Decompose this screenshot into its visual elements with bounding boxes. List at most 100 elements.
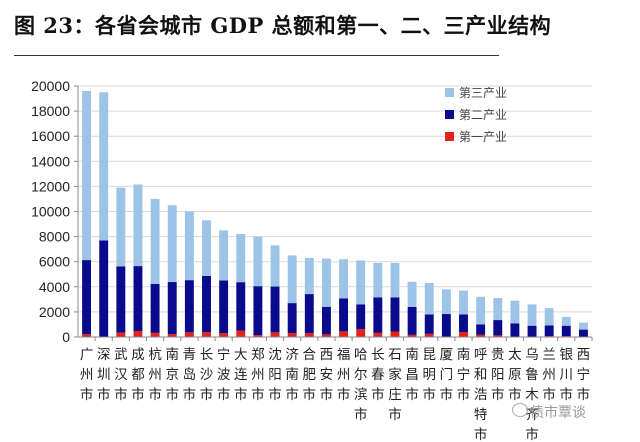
x-category-label: 市 [303,386,317,403]
x-category-label: 连 [234,367,248,383]
chart-title: 图 23：各省会城市 GDP 总额和第一、二、三产业结构 [14,13,552,38]
bar-segment [150,198,160,284]
x-category-label: 市 [234,386,248,403]
bar-segment [373,262,383,298]
bar-segment [373,332,383,337]
legend-label: 第二产业 [459,108,507,122]
x-category-label: 浩 [474,387,488,403]
bar-segment [304,333,314,337]
bar-segment [339,298,349,332]
x-category-label: 市 [217,386,231,403]
bar-segment [202,220,211,277]
y-tick-label: 10000 [31,204,70,220]
x-category-label: 市 [200,386,214,403]
x-category-label: 南 [285,367,299,383]
x-category-label: 州 [542,367,556,383]
x-category-label: 南 [405,347,419,363]
y-tick-label: 4000 [39,279,70,295]
x-category-label: 昆 [422,347,436,363]
bar-segment [219,280,229,334]
bar-segment [441,289,451,315]
bar-segment [82,334,92,337]
x-category-label: 深 [97,347,111,363]
bar-segment [82,91,92,261]
bar-segment [493,335,503,337]
bar-segment [561,325,571,337]
x-category-label: 波 [217,367,231,383]
bar-segment [253,286,263,336]
bar-segment [476,334,486,337]
bar-segment [133,266,143,332]
x-category-label: 市 [285,386,299,403]
gridlines [78,85,592,313]
x-category-label: 市 [577,386,591,403]
bar-segment [116,266,126,333]
bar-segment [99,92,109,241]
bar-segment [253,236,263,287]
bar-segment [202,276,211,333]
x-category-label: 合 [303,347,317,363]
bars [82,91,588,337]
bar-segment [167,205,177,283]
bar-segment [339,331,349,337]
x-category-label: 市 [165,386,179,403]
bar-segment [407,306,417,335]
y-tick-label: 8000 [39,229,70,245]
x-category-label: 市 [491,386,505,403]
x-category-label: 宁 [577,366,591,383]
x-category-label: 市 [80,386,94,403]
bar-segment [527,325,537,337]
y-tick-label: 20000 [31,78,70,94]
bar-segment [133,331,143,337]
bar-segment [407,334,417,337]
x-category-label: 石 [388,347,402,363]
y-tick-label: 12000 [31,178,70,194]
bar-segment [527,304,537,326]
bar-segment [270,286,280,333]
bar-segment [184,211,194,281]
x-category-label: 肥 [303,367,317,383]
x-category-label: 汉 [114,367,128,383]
x-category-label: 市 [114,386,128,403]
x-category-label: 厦 [440,347,454,363]
y-tick-label: 16000 [31,128,70,144]
bar-segment [116,332,126,337]
bar-segment [510,323,520,337]
x-category-label: 广 [80,347,94,363]
x-category-label: 沈 [268,347,282,363]
x-category-label: 乌 [525,347,539,363]
bar-segment [287,303,297,333]
x-category-label: 市 [474,426,488,442]
x-category-label: 长 [200,347,214,363]
bar-segment [390,297,400,332]
y-tick-label: 0 [62,329,70,345]
x-category-label: 兰 [542,347,556,363]
bar-segment [236,330,246,337]
x-category-label: 安 [320,367,334,383]
x-category-label: 圳 [97,367,111,383]
bar-segment [99,240,109,337]
bar-segment [202,332,211,337]
bar-segment [133,184,143,267]
legend-swatch [445,88,454,97]
bar-segment [236,234,246,283]
y-tick-label: 2000 [39,304,70,320]
y-tick-label: 6000 [39,254,70,270]
x-category-label: 滨 [354,387,368,403]
x-category-label: 尔 [354,367,368,383]
x-category-label: 银 [560,347,574,363]
x-category-label: 宁 [457,366,471,383]
x-category-label: 市 [148,386,162,403]
x-category-label: 门 [440,367,454,383]
x-category-label: 家 [388,366,402,383]
legend-label: 第一产业 [459,130,507,144]
bar-segment [424,333,434,337]
x-category-label: 川 [560,367,574,383]
x-category-label: 太 [508,347,522,363]
x-category-label: 齐 [525,407,539,423]
bar-segment [287,255,297,304]
x-category-label: 岛 [183,367,197,383]
bar-segment [561,316,571,326]
